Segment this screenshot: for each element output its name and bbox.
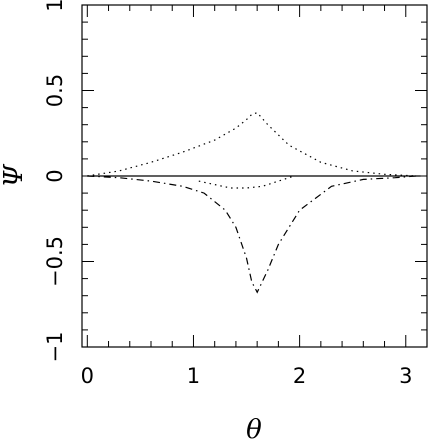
series-line-2	[87, 113, 416, 176]
y-tick-label: 0.5	[43, 74, 67, 107]
series-line-4	[199, 176, 294, 188]
tick-labels: 0 1 2 3 −1 −0.5 0 0.5 1	[43, 0, 412, 388]
x-tick-label: 2	[293, 364, 306, 388]
y-axis-label: Ψ	[0, 163, 29, 187]
y-tick-label: −1	[43, 332, 67, 363]
x-tick-label: 0	[81, 364, 94, 388]
x-tick-label: 3	[399, 364, 412, 388]
y-tick-label: 1	[43, 0, 67, 12]
series-line-3	[87, 176, 416, 292]
series-group	[87, 113, 420, 293]
y-tick-label: 0	[43, 169, 67, 182]
y-tick-label: −0.5	[43, 236, 67, 287]
x-tick-label: 1	[187, 364, 200, 388]
x-axis-label: θ	[246, 415, 262, 443]
